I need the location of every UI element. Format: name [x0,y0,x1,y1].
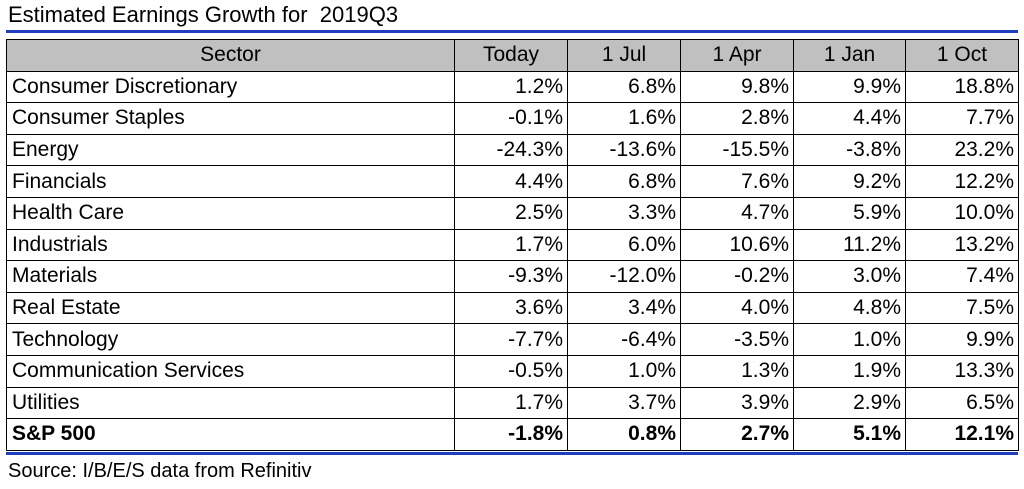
header-row: Sector Today 1 Jul 1 Apr 1 Jan 1 Oct [6,39,1019,72]
header-sector: Sector [6,39,455,72]
value-cell: 9.2% [793,165,906,198]
table-row: Industrials 1.7% 6.0% 10.6% 11.2% 13.2% [6,228,1019,262]
value-cell: 4.4% [454,165,568,198]
value-cell: 10.6% [680,228,794,262]
table-row: Energy -24.3% -13.6% -15.5% -3.8% 23.2% [6,133,1019,167]
sector-cell: Technology [6,323,455,356]
value-cell: 23.2% [905,133,1019,167]
sector-cell: Industrials [6,228,455,262]
value-cell: -6.4% [567,323,681,356]
sector-cell: Consumer Staples [6,102,455,135]
value-cell: 2.7% [680,418,794,451]
value-cell: 9.9% [793,70,906,104]
value-cell: 3.6% [454,291,568,325]
value-cell: 13.3% [905,354,1019,388]
value-cell: 18.8% [905,70,1019,104]
value-cell: 13.2% [905,228,1019,262]
value-cell: 2.8% [680,102,794,135]
value-cell: 6.8% [567,165,681,198]
sector-cell: Energy [6,133,455,167]
value-cell: 4.0% [680,291,794,325]
sector-cell: Real Estate [6,291,455,325]
value-cell: 4.8% [793,291,906,325]
table-row: Technology -7.7% -6.4% -3.5% 1.0% 9.9% [6,323,1019,356]
header-1-jan: 1 Jan [793,39,906,72]
value-cell: 9.8% [680,70,794,104]
sector-cell: Health Care [6,196,455,230]
sector-cell: Consumer Discretionary [6,70,455,104]
title-rule [6,30,1018,33]
table-row: Financials 4.4% 6.8% 7.6% 9.2% 12.2% [6,165,1019,198]
value-cell: -24.3% [454,133,568,167]
sector-cell: Communication Services [6,354,455,388]
value-cell: 3.9% [680,386,794,420]
sector-cell: Financials [6,165,455,198]
value-cell: 11.2% [793,228,906,262]
value-cell: -9.3% [454,260,568,293]
value-cell: -0.5% [454,354,568,388]
value-cell: 9.9% [905,323,1019,356]
table-row: Health Care 2.5% 3.3% 4.7% 5.9% 10.0% [6,196,1019,230]
value-cell: 1.3% [680,354,794,388]
value-cell: 10.0% [905,196,1019,230]
value-cell: 0.8% [567,418,681,451]
header-1-apr: 1 Apr [680,39,794,72]
table-row: Consumer Staples -0.1% 1.6% 2.8% 4.4% 7.7% [6,102,1019,135]
sector-cell: Materials [6,260,455,293]
table-row: Real Estate 3.6% 3.4% 4.0% 4.8% 7.5% [6,291,1019,325]
table-row: Utilities 1.7% 3.7% 3.9% 2.9% 6.5% [6,386,1019,420]
value-cell: 1.2% [454,70,568,104]
source-note: Source: I/B/E/S data from Refinitiv [8,460,312,482]
value-cell: 6.5% [905,386,1019,420]
value-cell: -0.2% [680,260,794,293]
value-cell: -12.0% [567,260,681,293]
total-row: S&P 500 -1.8% 0.8% 2.7% 5.1% 12.1% [6,418,1019,451]
value-cell: 3.4% [567,291,681,325]
value-cell: 3.7% [567,386,681,420]
value-cell: 7.7% [905,102,1019,135]
value-cell: 2.9% [793,386,906,420]
value-cell: 6.0% [567,228,681,262]
table-title: Estimated Earnings Growth for 2019Q3 [8,2,399,27]
value-cell: 1.7% [454,386,568,420]
value-cell: -1.8% [454,418,568,451]
value-cell: 7.6% [680,165,794,198]
value-cell: 1.9% [793,354,906,388]
footer-rule [6,452,1018,455]
header-1-jul: 1 Jul [567,39,681,72]
table-row: Materials -9.3% -12.0% -0.2% 3.0% 7.4% [6,260,1019,293]
value-cell: 3.3% [567,196,681,230]
value-cell: -13.6% [567,133,681,167]
value-cell: -7.7% [454,323,568,356]
earnings-growth-table: Sector Today 1 Jul 1 Apr 1 Jan 1 Oct Con… [6,39,1019,451]
value-cell: -3.8% [793,133,906,167]
table-row: Communication Services -0.5% 1.0% 1.3% 1.9% 1… [6,354,1019,388]
header-1-oct: 1 Oct [905,39,1019,72]
value-cell: -15.5% [680,133,794,167]
value-cell: 2.5% [454,196,568,230]
value-cell: 1.0% [793,323,906,356]
value-cell: 4.4% [793,102,906,135]
value-cell: -3.5% [680,323,794,356]
value-cell: 12.1% [905,418,1019,451]
value-cell: 5.1% [793,418,906,451]
value-cell: -0.1% [454,102,568,135]
sector-cell: S&P 500 [6,418,455,451]
value-cell: 1.7% [454,228,568,262]
table-row: Consumer Discretionary 1.2% 6.8% 9.8% 9.9% 18… [6,70,1019,104]
header-today: Today [454,39,568,72]
value-cell: 1.0% [567,354,681,388]
value-cell: 7.4% [905,260,1019,293]
value-cell: 1.6% [567,102,681,135]
value-cell: 7.5% [905,291,1019,325]
sector-cell: Utilities [6,386,455,420]
value-cell: 5.9% [793,196,906,230]
value-cell: 4.7% [680,196,794,230]
value-cell: 3.0% [793,260,906,293]
value-cell: 12.2% [905,165,1019,198]
value-cell: 6.8% [567,70,681,104]
